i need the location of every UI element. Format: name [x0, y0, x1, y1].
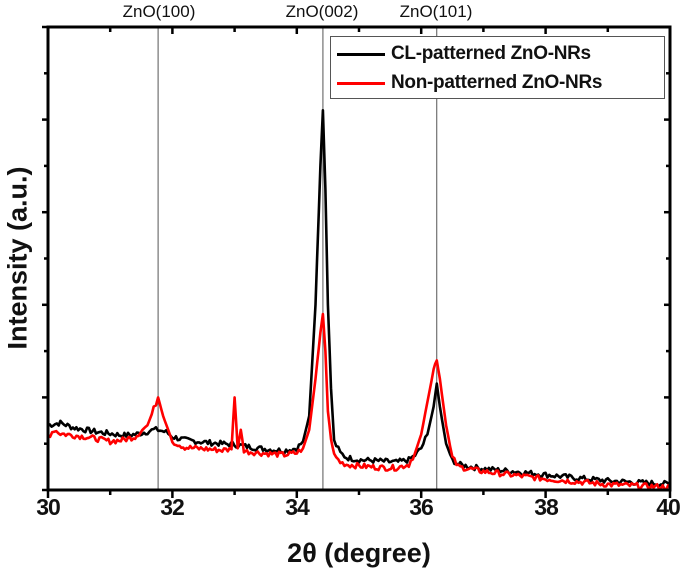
- x-tick-label-36: 36: [409, 494, 434, 520]
- data-series: [47, 109, 671, 491]
- peak-reference-lines: [157, 27, 438, 490]
- legend-item-cl-patterned: CL-patterned ZnO-NRs: [337, 41, 591, 67]
- legend: CL-patterned ZnO-NRs Non-patterned ZnO-N…: [330, 36, 665, 99]
- legend-swatch-black: [337, 52, 385, 56]
- x-axis-title: 2θ (degree): [287, 538, 431, 568]
- series-line: [47, 312, 671, 491]
- legend-item-non-patterned: Non-patterned ZnO-NRs: [337, 70, 602, 96]
- legend-swatch-red: [337, 81, 385, 85]
- peak-label-zno-100: ZnO(100): [122, 2, 196, 21]
- x-tick-label-40: 40: [656, 494, 681, 520]
- x-tick-label-32: 32: [160, 494, 185, 520]
- legend-label: Non-patterned ZnO-NRs: [391, 72, 603, 93]
- x-tick-label-30: 30: [36, 494, 61, 520]
- axis-ticks: [42, 25, 672, 498]
- legend-label: CL-patterned ZnO-NRs: [391, 43, 591, 64]
- x-tick-label-34: 34: [285, 494, 310, 520]
- y-axis-title: Intensity (a.u.): [2, 166, 33, 350]
- peak-label-zno-101: ZnO(101): [399, 2, 473, 21]
- x-tick-label-38: 38: [534, 494, 559, 520]
- peak-label-zno-002: ZnO(002): [285, 2, 359, 21]
- series-line: [47, 109, 671, 488]
